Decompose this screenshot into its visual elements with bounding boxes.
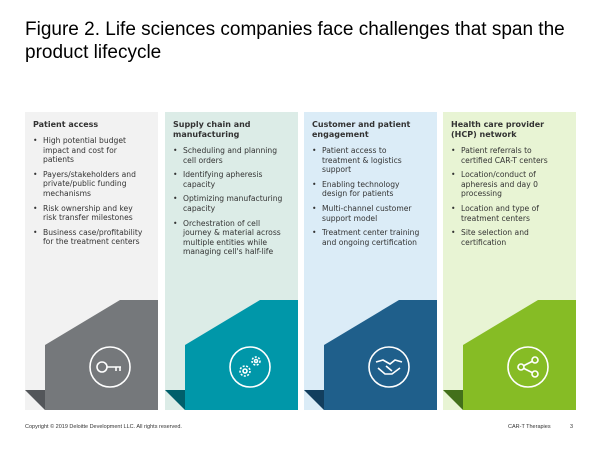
- bullet-list: Patient access to treatment & logistics …: [304, 146, 426, 247]
- bullet: Enabling technology design for patients: [312, 180, 422, 199]
- bullet-list: Scheduling and planning cell orders Ident…: [165, 146, 287, 257]
- shape: [185, 300, 298, 410]
- bullet: Risk ownership and key risk transfer mil…: [33, 204, 143, 223]
- bullet: Location and type of treatment centers: [451, 204, 561, 223]
- fold: [443, 390, 463, 410]
- copyright: Copyright © 2019 Deloitte Development LL…: [25, 424, 182, 430]
- bullet: Scheduling and planning cell orders: [173, 146, 283, 165]
- bullet: Business case/profitability for the trea…: [33, 228, 143, 247]
- icon-key: [89, 346, 131, 388]
- page-number: 3: [570, 424, 574, 430]
- bullet: Site selection and certification: [451, 228, 561, 247]
- fold: [25, 390, 45, 410]
- column-heading: Customer and patient engagement: [312, 120, 411, 139]
- shape: [45, 300, 158, 410]
- bullet-list: High potential budget impact and cost fo…: [25, 136, 147, 247]
- column: Patient access High potential budget impa…: [25, 112, 147, 252]
- bullet: Patient access to treatment & logistics …: [312, 146, 422, 175]
- fold: [304, 390, 324, 410]
- column: Customer and patient engagement Patient a…: [304, 112, 426, 252]
- bullet: Payers/stakeholders and private/public f…: [33, 170, 143, 199]
- bullet: Orchestration of cell journey & material…: [173, 219, 283, 257]
- column-heading: Supply chain and manufacturing: [173, 120, 251, 139]
- icon-gears: [229, 346, 271, 388]
- slide-title: Figure 2. Life sciences companies face c…: [25, 19, 565, 63]
- bullet: Treatment center training and ongoing ce…: [312, 228, 422, 247]
- bullet: Optimizing manufacturing capacity: [173, 194, 283, 213]
- bullet: Identifying apheresis capacity: [173, 170, 283, 189]
- shape: [463, 300, 576, 410]
- bullet-list: Patient referrals to certified CAR-T cen…: [443, 146, 565, 247]
- bullet: High potential budget impact and cost fo…: [33, 136, 143, 165]
- icon-share: [507, 346, 549, 388]
- bullet: Location/conduct of apheresis and day 0 …: [451, 170, 561, 199]
- footer-label: CAR-T Therapies: [508, 424, 551, 430]
- column-heading: Health care provider (HCP) network: [451, 120, 545, 139]
- shape: [324, 300, 437, 410]
- fold: [165, 390, 185, 410]
- column-heading: Patient access: [33, 120, 99, 129]
- column: Supply chain and manufacturing Scheduling…: [165, 112, 287, 262]
- column: Health care provider (HCP) network Patien…: [443, 112, 565, 252]
- icon-handshake: [368, 346, 410, 388]
- bullet: Multi-channel customer support model: [312, 204, 422, 223]
- bullet: Patient referrals to certified CAR-T cen…: [451, 146, 561, 165]
